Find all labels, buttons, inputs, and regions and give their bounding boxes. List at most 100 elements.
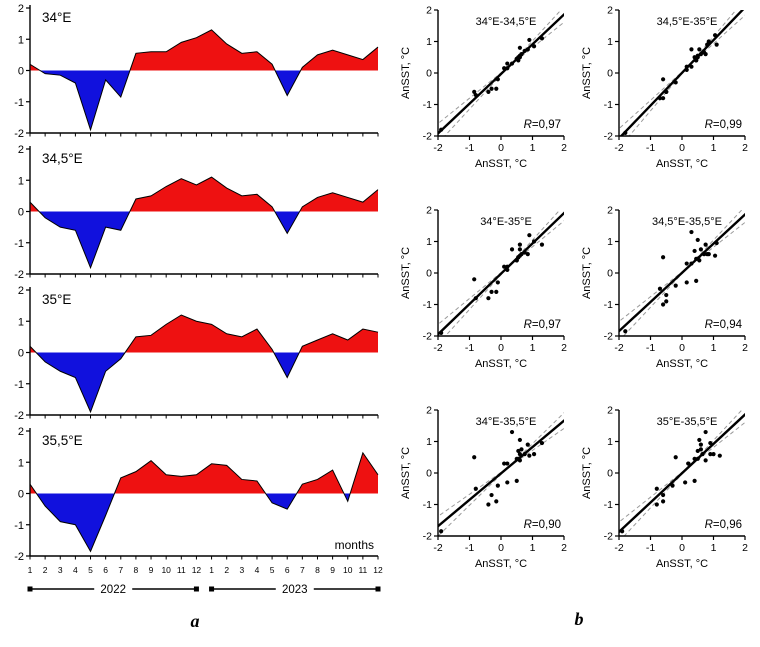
scatter-title: 34,5°E-35,5°E [652, 216, 722, 228]
y-tick-label: 1 [607, 436, 613, 448]
data-point [664, 292, 669, 298]
x-axis-label: AnSST, °C [656, 158, 708, 170]
data-point [692, 55, 697, 60]
month-tick-label: 2 [43, 565, 48, 575]
chart-title: 35,5°E [42, 433, 83, 448]
data-point [654, 486, 659, 491]
x-tick-label: 0 [498, 142, 504, 154]
data-point [439, 529, 444, 534]
x-tick-label: -2 [433, 342, 442, 354]
chart-title: 34°E [42, 10, 71, 25]
data-point [654, 502, 659, 507]
data-point [509, 429, 515, 435]
data-point [689, 64, 694, 69]
scatter-title: 34,5°E-35°E [657, 16, 718, 28]
month-tick-label: 1 [28, 565, 33, 575]
regression-line [619, 10, 745, 136]
r-value-label: R=0,99 [705, 119, 742, 131]
anomaly-curve [29, 451, 379, 553]
y-tick-label: -1 [604, 99, 613, 111]
y-tick-label: 2 [607, 5, 613, 17]
data-point [661, 96, 666, 101]
data-point [509, 61, 515, 66]
anomaly-curve [29, 314, 379, 414]
data-point [505, 61, 510, 66]
x-tick-label: -2 [614, 142, 623, 154]
data-point [705, 42, 710, 47]
data-point [472, 89, 477, 94]
scatter-plot-1: -2-2 -1 -1 0 0 1 1 2 2 34°E-34,5°E AnSST, °C AnSST,… [400, 5, 567, 171]
month-tick-label: 9 [330, 565, 335, 575]
data-point [689, 229, 694, 235]
scatter-title: 34°E-35°E [480, 216, 532, 228]
y-tick-label: 0 [18, 207, 24, 219]
negative-anomaly-area [30, 352, 378, 412]
x-axis-label: months [335, 538, 374, 552]
y-tick-label: 0 [18, 348, 24, 360]
y-tick-label: 0 [607, 68, 613, 80]
scatter-plot-4: -2-2 -1 -1 0 0 1 1 2 2 34,5°E-35,5°E AnSST, °C AnSS… [581, 205, 748, 371]
data-point [486, 502, 491, 507]
panel-b-scatter: -2 -2 -1 -1 0 0 1 1 2 2 34°E-34,5°E AnSST, °C AnSST,… [398, 0, 760, 629]
month-tick-label: 8 [315, 565, 320, 575]
timeseries-chart-3: -2 -1 0 1 2 35°E [14, 285, 379, 422]
data-point [514, 456, 519, 461]
scatter-plot-5: -2-2 -1 -1 0 0 1 1 2 2 34°E-35,5°E AnSST, °C AnSST,… [400, 405, 567, 571]
data-point [519, 447, 524, 452]
month-tick-label: 7 [118, 565, 123, 575]
data-point [489, 86, 494, 91]
data-point [439, 330, 444, 335]
data-point [712, 33, 718, 38]
data-point [531, 239, 537, 244]
data-point [539, 242, 545, 247]
x-tick-label: 1 [530, 142, 536, 154]
data-point [664, 89, 669, 94]
data-point [505, 461, 510, 466]
y-tick-label: -1 [14, 379, 24, 391]
y-tick-label: 1 [607, 236, 613, 248]
anomaly-curve [29, 29, 379, 132]
confidence-band-line [438, 427, 564, 517]
y-tick-label: 0 [426, 468, 432, 480]
month-tick-label: 5 [270, 565, 275, 575]
data-point [661, 492, 666, 498]
confidence-band-line [619, 14, 745, 130]
data-point [686, 461, 691, 466]
data-point [486, 89, 491, 94]
y-axis-label: AnSST, °C [400, 247, 412, 299]
month-tick-label: 10 [343, 565, 353, 575]
panel-a-label: a [190, 611, 200, 631]
y-tick-label: 2 [607, 205, 613, 217]
year-label: 2023 [282, 584, 308, 596]
month-tick-label: 6 [285, 565, 290, 575]
x-tick-label: 2 [561, 142, 567, 154]
y-tick-label: 0 [426, 268, 432, 280]
chart-title: 34,5°E [42, 151, 83, 166]
month-tick-label: 11 [358, 565, 367, 575]
y-tick-label: -2 [14, 269, 24, 281]
month-tick-label: 12 [192, 565, 202, 575]
y-tick-label: 0 [607, 268, 613, 280]
data-point [714, 42, 719, 47]
data-point [661, 77, 666, 82]
x-tick-label: -2 [433, 142, 442, 154]
data-point [698, 447, 703, 452]
y-axis-label: AnSST, °C [581, 447, 593, 499]
scatter-plot-6: -2-2 -1 -1 0 0 1 1 2 2 35°E-35,5°E AnSST, °C AnSST,… [581, 405, 748, 571]
y-axis-label: AnSST, °C [400, 47, 412, 99]
data-point [514, 258, 519, 263]
data-point [703, 458, 708, 463]
y-tick-label: 0 [18, 66, 24, 78]
data-point [505, 267, 510, 272]
positive-anomaly-area [30, 452, 378, 494]
y-tick-label: 1 [607, 36, 613, 48]
y-axis-label: AnSST, °C [581, 247, 593, 299]
data-point [695, 448, 700, 454]
scatter-title: 34°E-35,5°E [476, 416, 537, 428]
y-tick-label: -1 [423, 499, 432, 511]
data-point [712, 253, 718, 258]
data-point [657, 96, 663, 101]
timeseries-chart-2: -2 -1 0 1 2 34,5°E [14, 144, 379, 281]
data-point [489, 492, 494, 498]
y-tick-label: 1 [18, 175, 24, 187]
